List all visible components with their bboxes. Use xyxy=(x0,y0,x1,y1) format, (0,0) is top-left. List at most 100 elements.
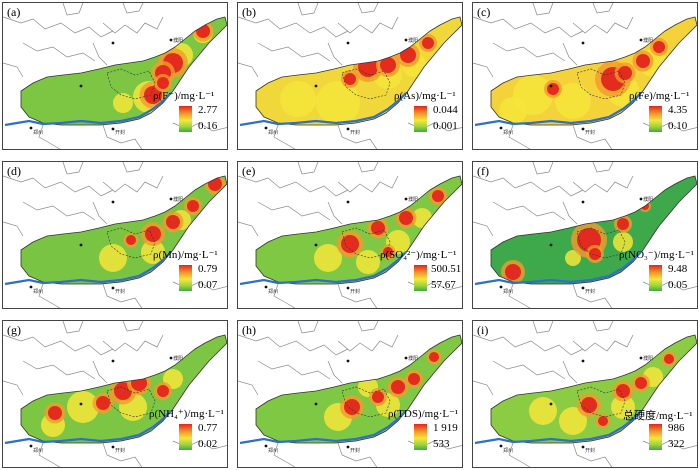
city-label-zhengzhou: 郑州 xyxy=(33,130,44,136)
inner-boundary-line xyxy=(576,386,626,418)
city-marker xyxy=(639,197,643,201)
legend-colorbar xyxy=(179,106,192,132)
high-value-area xyxy=(341,235,359,253)
county-boundary-line xyxy=(238,16,349,38)
study-area-outline xyxy=(255,334,462,444)
inner-boundary-line xyxy=(576,227,626,259)
city-marker xyxy=(581,286,585,290)
map-f xyxy=(473,162,697,308)
county-boundary-line xyxy=(532,162,554,175)
high-value-area xyxy=(131,375,147,391)
yellow-river-line xyxy=(239,92,407,127)
county-boundary-line xyxy=(508,124,531,149)
high-value-area xyxy=(581,397,597,413)
county-boundary-line xyxy=(38,442,61,467)
mid-value-area xyxy=(499,97,527,125)
county-boundary-line xyxy=(562,42,578,66)
county-boundary-line xyxy=(238,175,349,197)
mid-value-area xyxy=(67,391,99,423)
legend-max-value: 2.77 xyxy=(198,104,218,116)
concentration-surface xyxy=(41,369,183,437)
county-boundary-line xyxy=(3,62,24,78)
county-boundary-line xyxy=(257,360,331,380)
county-boundary-line xyxy=(337,283,378,308)
county-boundary-line xyxy=(572,283,613,308)
county-boundary-line xyxy=(473,175,584,197)
county-boundary-line xyxy=(337,16,399,34)
mid-value-area xyxy=(314,244,342,272)
county-boundary-line xyxy=(473,62,494,78)
city-label-kaifeng: 开封 xyxy=(350,448,361,454)
high-value-area xyxy=(589,248,601,260)
city-label-kaifeng: 开封 xyxy=(585,289,596,295)
study-area-outline xyxy=(255,16,462,126)
county-boundary-line xyxy=(102,175,164,193)
county-boundary-line xyxy=(273,283,296,308)
county-boundary-line xyxy=(492,201,566,221)
study-area-fill xyxy=(21,17,227,125)
city-label-puyang: 濮阳 xyxy=(643,38,654,44)
city-label-kaifeng: 开封 xyxy=(350,130,361,136)
county-boundary-line xyxy=(572,16,634,34)
county-boundary-line xyxy=(572,442,613,467)
high-value-area xyxy=(598,416,608,426)
city-marker xyxy=(346,200,350,204)
study-area-fill xyxy=(21,176,227,284)
county-boundary-line xyxy=(473,380,494,396)
city-marker xyxy=(549,84,553,88)
city-label-puyang: 濮阳 xyxy=(643,356,654,362)
county-boundary-line xyxy=(473,221,494,237)
legend-max-value: 500.51 xyxy=(431,263,462,275)
high-value-area xyxy=(187,200,199,212)
county-boundary-line xyxy=(3,175,114,197)
panel-label: (i) xyxy=(477,323,489,337)
county-boundary-line xyxy=(38,283,61,308)
city-marker xyxy=(581,127,585,131)
city-marker xyxy=(499,444,503,448)
city-marker xyxy=(404,197,408,201)
city-label-zhengzhou: 郑州 xyxy=(503,448,514,454)
panel-b: (b) 濮阳 郑州 开封 ρ(As)/mg·L⁻¹ 0.044 0.001 xyxy=(237,2,463,150)
legend-title: ρ(As)/mg·L⁻¹ xyxy=(394,90,456,102)
panel-label: (a) xyxy=(7,5,21,19)
study-area-outline xyxy=(255,175,462,285)
panel-a: (a) 濮阳 郑州 开封 ρ(F⁻)/mg·L⁻¹ 2.77 0.16 xyxy=(2,2,228,150)
county-boundary-line xyxy=(532,321,554,334)
inner-boundary-line xyxy=(106,386,156,418)
county-boundary-line xyxy=(297,162,319,175)
city-marker xyxy=(111,41,115,45)
legend-min-value: 0.05 xyxy=(668,279,688,291)
high-value-area xyxy=(505,264,521,280)
legend-max-value: 9.48 xyxy=(668,263,688,275)
high-value-area xyxy=(408,373,420,385)
county-boundary-line xyxy=(257,42,331,62)
panel-h: (h) 濮阳 郑州 开封 ρ(TDS)/mg·L⁻¹ 1 919 533 xyxy=(237,320,463,468)
map-i xyxy=(473,321,697,467)
county-boundary-line xyxy=(592,162,614,173)
city-label-zhengzhou: 郑州 xyxy=(268,448,279,454)
city-label-puyang: 濮阳 xyxy=(408,197,419,203)
legend-min-value: 0.001 xyxy=(433,120,458,132)
concentration-surface xyxy=(113,20,214,113)
city-marker xyxy=(111,286,115,290)
legend-min-value: 533 xyxy=(433,438,450,450)
map-h xyxy=(238,321,462,467)
mid-value-area xyxy=(280,81,316,117)
city-label-kaifeng: 开封 xyxy=(585,448,596,454)
county-boundary-line xyxy=(92,42,108,66)
city-marker xyxy=(79,84,83,88)
city-label-puyang: 濮阳 xyxy=(408,356,419,362)
high-value-area xyxy=(371,221,385,235)
mid-value-area xyxy=(99,244,127,272)
legend-colorbar xyxy=(414,106,427,132)
legend-title: ρ(NO₃⁻)/mg·L⁻¹ xyxy=(619,249,694,261)
high-value-area xyxy=(636,54,650,68)
city-label-puyang: 濮阳 xyxy=(643,197,654,203)
legend-max-value: 0.79 xyxy=(198,263,218,275)
legend-min-value: 0.02 xyxy=(198,438,218,450)
inner-boundary-line xyxy=(106,227,156,259)
city-marker xyxy=(499,285,503,289)
county-boundary-line xyxy=(337,124,378,149)
inner-boundary-line xyxy=(341,68,391,100)
